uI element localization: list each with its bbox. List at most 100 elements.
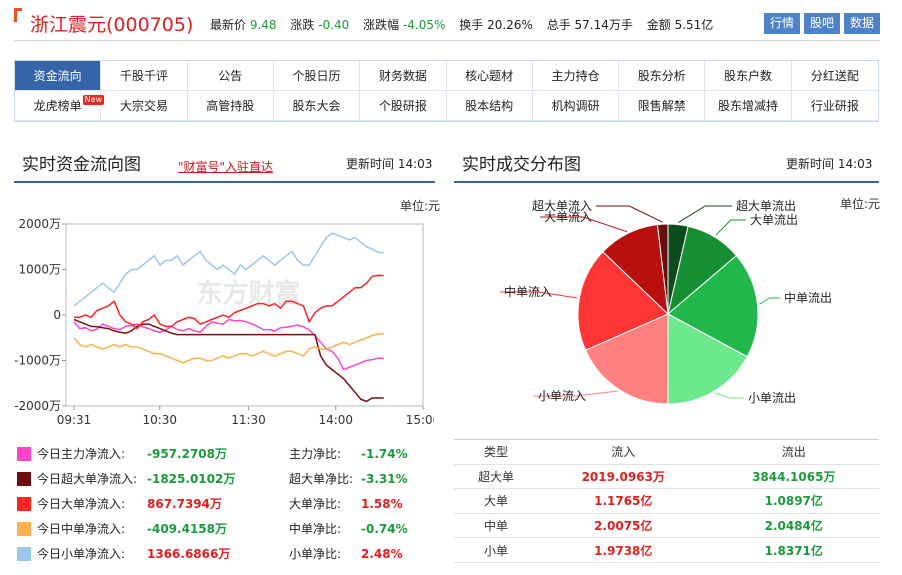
quote-button[interactable]: 行情 bbox=[763, 13, 800, 34]
header-divider bbox=[14, 40, 880, 41]
nav-dividends[interactable]: 分红送配 bbox=[791, 61, 878, 91]
nav-industry-research[interactable]: 行业研报 bbox=[791, 91, 878, 121]
legend-ratio-label-super: 超大单净比: bbox=[289, 471, 354, 486]
nav-stock-research[interactable]: 个股研报 bbox=[360, 91, 447, 121]
quote-last-price: 最新价 9.48 bbox=[210, 18, 277, 32]
feature-nav: 资金流向 千股千评 公告 个股日历 财务数据 核心题材 主力持仓 股东分析 股东… bbox=[14, 60, 879, 122]
stock-header: 浙江震元(000705) 最新价 9.48 涨跌 -0.40 涨跌幅 -4.05… bbox=[0, 0, 902, 44]
legend-swatch-small bbox=[17, 546, 31, 561]
table-row: 小单 1.9738亿 1.8371亿 bbox=[454, 537, 879, 563]
legend-row-mid: 今日中单净流入: -409.4158万 中单净比: -0.74% bbox=[17, 516, 437, 541]
pie-slice bbox=[584, 313, 669, 405]
table-cell-type: 大单 bbox=[454, 488, 538, 514]
fund-flow-update-time: 更新时间 14:03 bbox=[346, 157, 433, 171]
wealth-link[interactable]: "财富号"入驻直达 bbox=[178, 160, 274, 174]
legend-ratio-super: -3.31% bbox=[361, 471, 408, 486]
table-cell-out: 2.0484亿 bbox=[708, 512, 879, 538]
table-cell-out: 1.8371亿 bbox=[708, 537, 879, 563]
nav-stock-reviews[interactable]: 千股千评 bbox=[101, 61, 188, 91]
nav-main-holdings[interactable]: 主力持仓 bbox=[532, 61, 620, 91]
table-cell-out: 1.0897亿 bbox=[708, 488, 879, 514]
y-tick-label: -1000万 bbox=[14, 354, 61, 368]
pie-leader-line bbox=[715, 219, 746, 236]
pie-slice-label: 大单流入 bbox=[544, 210, 592, 224]
x-tick-label: 11:30 bbox=[231, 413, 266, 427]
x-tick-label: 15:00 bbox=[406, 413, 434, 427]
nav-shareholder-analysis[interactable]: 股东分析 bbox=[619, 61, 706, 91]
pie-slice-label: 超大单流入 bbox=[532, 198, 592, 213]
series-line-super bbox=[73, 318, 384, 403]
trade-dist-title-rule bbox=[454, 181, 879, 183]
pie-slice-label: 小单流出 bbox=[748, 391, 796, 405]
legend-ratio-label-big: 大单净比: bbox=[289, 496, 342, 511]
table-row: 中单 2.0075亿 2.0484亿 bbox=[454, 512, 879, 538]
nav-shareholder-count[interactable]: 股东户数 bbox=[705, 61, 792, 91]
legend-value-mid: -409.4158万 bbox=[147, 521, 227, 536]
nav-financial-data[interactable]: 财务数据 bbox=[360, 61, 447, 91]
table-header-in: 流入 bbox=[538, 439, 709, 465]
nav-stock-calendar[interactable]: 个股日历 bbox=[273, 61, 361, 91]
table-cell-type: 小单 bbox=[454, 537, 538, 563]
series-line-main bbox=[73, 318, 384, 371]
nav-dragon-tiger-list[interactable]: 龙虎榜单 New bbox=[15, 91, 105, 121]
fund-flow-title-rule bbox=[14, 181, 435, 183]
legend-ratio-small: 2.48% bbox=[361, 546, 403, 561]
nav-core-themes[interactable]: 核心题材 bbox=[446, 61, 533, 91]
x-tick-label: 14:00 bbox=[318, 413, 353, 427]
plot-frame bbox=[65, 223, 424, 407]
forum-button[interactable]: 股吧 bbox=[803, 13, 840, 34]
quote-change-pct: 涨跌幅 -4.05% bbox=[363, 18, 446, 32]
pie-leader-line bbox=[715, 392, 744, 399]
legend-ratio-label-main: 主力净比: bbox=[289, 446, 342, 461]
watermark: 东方财富 bbox=[196, 278, 300, 309]
trade-dist-unit: 单位:元 bbox=[840, 197, 881, 211]
pie-leader-line bbox=[678, 205, 732, 224]
nav-shareholder-changes[interactable]: 股东增减持 bbox=[705, 91, 792, 121]
new-badge: New bbox=[82, 95, 105, 105]
y-tick-label: 0 bbox=[53, 308, 61, 322]
fund-flow-title: 实时资金流向图 bbox=[22, 155, 141, 175]
legend-ratio-main: -1.74% bbox=[361, 446, 408, 461]
pie-slice-label: 中单流入 bbox=[504, 284, 552, 299]
trade-dist-update-time: 更新时间 14:03 bbox=[786, 157, 873, 171]
legend-row-super: 今日超大单净流入: -1825.0102万 超大单净比: -3.31% bbox=[17, 466, 437, 491]
legend-swatch-mid bbox=[17, 521, 31, 536]
nav-block-trades[interactable]: 大宗交易 bbox=[101, 91, 188, 121]
table-header-row: 类型 流入 流出 bbox=[454, 439, 879, 465]
series-line-small bbox=[73, 232, 384, 307]
nav-share-structure[interactable]: 股本结构 bbox=[446, 91, 533, 121]
nav-shareholder-meeting[interactable]: 股东大会 bbox=[273, 91, 361, 121]
trade-dist-title: 实时成交分布图 bbox=[462, 155, 581, 175]
table-cell-in: 2019.0963万 bbox=[538, 463, 709, 489]
table-cell-in: 2.0075亿 bbox=[538, 512, 709, 538]
legend-label-mid: 今日中单净流入: bbox=[37, 521, 126, 536]
legend-label-small: 今日小单净流入: bbox=[37, 546, 126, 561]
legend-ratio-mid: -0.74% bbox=[361, 521, 408, 536]
data-button[interactable]: 数据 bbox=[843, 13, 880, 34]
quote-turnover: 换手 20.26% bbox=[459, 18, 533, 32]
nav-executive-holdings[interactable]: 高管持股 bbox=[187, 91, 274, 121]
legend-ratio-big: 1.58% bbox=[361, 496, 403, 511]
x-tick-label: 10:30 bbox=[142, 413, 177, 427]
nav-lockup-expiry[interactable]: 限售解禁 bbox=[619, 91, 706, 121]
pie-leader-line bbox=[759, 297, 780, 305]
fund-flow-unit: 单位:元 bbox=[400, 199, 441, 213]
table-cell-type: 中单 bbox=[454, 512, 538, 538]
nav-institutional-research[interactable]: 机构调研 bbox=[532, 91, 620, 121]
legend-swatch-super bbox=[17, 471, 31, 486]
nav-announcements[interactable]: 公告 bbox=[187, 61, 274, 91]
x-tick-label: 09:31 bbox=[57, 413, 92, 427]
y-tick-label: -2000万 bbox=[14, 399, 61, 413]
legend-row-main: 今日主力净流入: -957.2708万 主力净比: -1.74% bbox=[17, 441, 437, 466]
pie-slice-label: 大单流出 bbox=[750, 213, 798, 227]
table-header-out: 流出 bbox=[708, 439, 879, 465]
nav-dragon-tiger-label: 龙虎榜单 bbox=[33, 99, 82, 113]
nav-fund-flow[interactable]: 资金流向 bbox=[15, 61, 102, 91]
pie-slice-label: 中单流出 bbox=[784, 290, 832, 305]
legend-value-small: 1366.6866万 bbox=[147, 546, 231, 561]
series-line-mid bbox=[73, 332, 384, 364]
quote-change: 涨跌 -0.40 bbox=[290, 18, 350, 32]
stock-title: 浙江震元(000705) bbox=[30, 14, 194, 36]
legend-label-big: 今日大单净流入: bbox=[37, 496, 126, 511]
quote-amount: 金额 5.51亿 bbox=[646, 18, 714, 32]
